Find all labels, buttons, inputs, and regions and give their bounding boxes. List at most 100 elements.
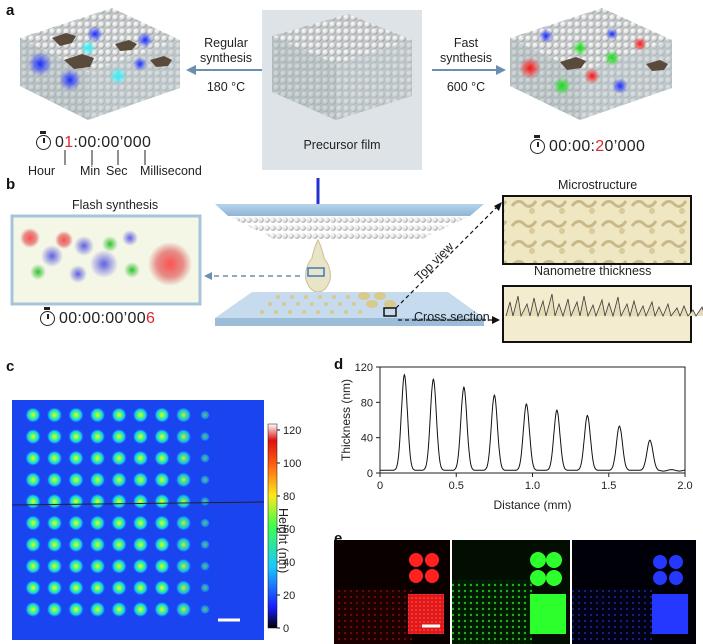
heatmap-dot (175, 471, 192, 488)
colorbar-tick-label: 80 (283, 491, 295, 503)
heatmap-dot (111, 515, 127, 531)
heatmap-dot (89, 515, 106, 531)
heatmap-dot (200, 474, 210, 485)
heatmap-dot (200, 582, 210, 593)
heatmap-dot (89, 579, 106, 596)
x-tick-label: 1.5 (601, 480, 616, 492)
panel-e-fluorescence (334, 540, 696, 644)
heatmap-dot (25, 558, 41, 575)
heatmap-dots (25, 407, 210, 618)
heatmap-dot (25, 407, 41, 423)
heatmap-dot (25, 579, 41, 596)
heatmap-dot (175, 428, 192, 445)
heatmap-dot (89, 450, 106, 467)
heatmap-dot (46, 579, 63, 596)
heatmap-dot (175, 450, 192, 467)
heatmap-dot (132, 515, 149, 531)
heatmap-dot (46, 558, 63, 575)
panel-label-b: b (6, 176, 16, 193)
flash-synthesis-box (10, 214, 202, 306)
heatmap-dot (132, 579, 149, 596)
unit-hour: Hour (28, 164, 56, 178)
panel-label-e: e (334, 530, 343, 547)
heatmap-dot (154, 450, 170, 467)
stopwatch-icon (40, 307, 55, 326)
heatmap-dot (68, 493, 84, 510)
heatmap-dot (132, 471, 149, 488)
heatmap-dot (89, 471, 106, 488)
heatmap-dot (68, 428, 84, 445)
y-tick-label: 0 (367, 468, 373, 480)
heatmap-dot (46, 536, 63, 553)
x-tick-label: 0.5 (449, 480, 464, 492)
peak-point (432, 378, 434, 380)
peak-point (649, 439, 651, 441)
timer-regular: 01:00:00’000 (36, 131, 151, 152)
colorbar-tick-label: 120 (283, 425, 301, 437)
heatmap-dot (175, 493, 192, 510)
peak-point (403, 374, 405, 376)
microstructure-image (502, 195, 692, 265)
panel-label-d: d (334, 356, 344, 373)
fast-temperature: 600 °C (446, 80, 486, 94)
heatmap-dot (25, 450, 41, 467)
microstructure-label: Microstructure (558, 178, 638, 192)
heatmap-dot (175, 558, 192, 575)
red-channel-image (334, 540, 450, 644)
heatmap-dot (25, 428, 41, 445)
regular-synthesis-label: Regular synthesis (199, 36, 253, 65)
heatmap-dot (111, 450, 127, 467)
heatmap-dot (175, 601, 192, 618)
heatmap-dot (132, 558, 149, 575)
heatmap-dot (132, 450, 149, 467)
heatmap-dot (200, 539, 210, 550)
peak-point (463, 386, 465, 388)
heatmap-dot (132, 428, 149, 445)
heatmap-dot (154, 428, 170, 445)
nanometre-thickness-image (502, 285, 703, 343)
heatmap-dot (111, 536, 127, 553)
y-tick-label: 40 (361, 433, 373, 445)
panel-label-c: c (6, 358, 15, 375)
heatmap-dot (175, 579, 192, 596)
fast-synthesis-label: Fast synthesis (439, 36, 493, 65)
peak-point (618, 425, 621, 427)
heatmap-dot (200, 496, 210, 507)
heatmap-dot (89, 428, 106, 445)
heatmap-dot (89, 558, 106, 575)
heatmap-dot (132, 601, 149, 618)
heatmap-dot (154, 536, 170, 553)
panel-label-a: a (6, 2, 15, 19)
colorbar-tick-label: 100 (283, 458, 301, 470)
colorbar-tick-label: 60 (283, 524, 295, 536)
peak-point (556, 409, 558, 411)
heatmap-dot (68, 515, 84, 531)
x-tick-label: 2.0 (677, 480, 692, 492)
unit-min: Min (80, 164, 101, 178)
heatmap-dot (200, 518, 210, 528)
heatmap-dot (200, 410, 210, 420)
heatmap-dot (154, 579, 170, 596)
nanometre-thickness-label: Nanometre thickness (534, 264, 652, 278)
heatmap-dot (46, 601, 63, 618)
panel-b-illustration (10, 178, 703, 343)
heatmap-dot (175, 515, 192, 531)
heatmap-dot (175, 536, 192, 553)
heatmap-dot (25, 536, 41, 553)
y-tick-label: 80 (361, 397, 373, 409)
y-tick-label: 120 (355, 362, 373, 374)
peak-point (493, 394, 495, 396)
heatmap-dot (200, 453, 210, 464)
heatmap-dot (46, 515, 63, 531)
panel-c-heatmap: 120 100 80 60 40 20 0 (11, 400, 301, 640)
colorbar-tick-label: 40 (283, 557, 295, 569)
regular-temperature: 180 °C (206, 80, 246, 94)
heatmap-dot (25, 601, 41, 618)
heatmap-dot (111, 428, 127, 445)
heatmap-dot (111, 471, 127, 488)
x-tick-label: 0 (377, 480, 383, 492)
heatmap-dot (154, 515, 170, 531)
thickness-chart: 0 0.5 1.0 1.5 2.0 0 40 80 120 Distance (mm) Thickn… (339, 362, 693, 512)
heatmap-dot (111, 558, 127, 575)
blue-channel-image (572, 540, 696, 644)
